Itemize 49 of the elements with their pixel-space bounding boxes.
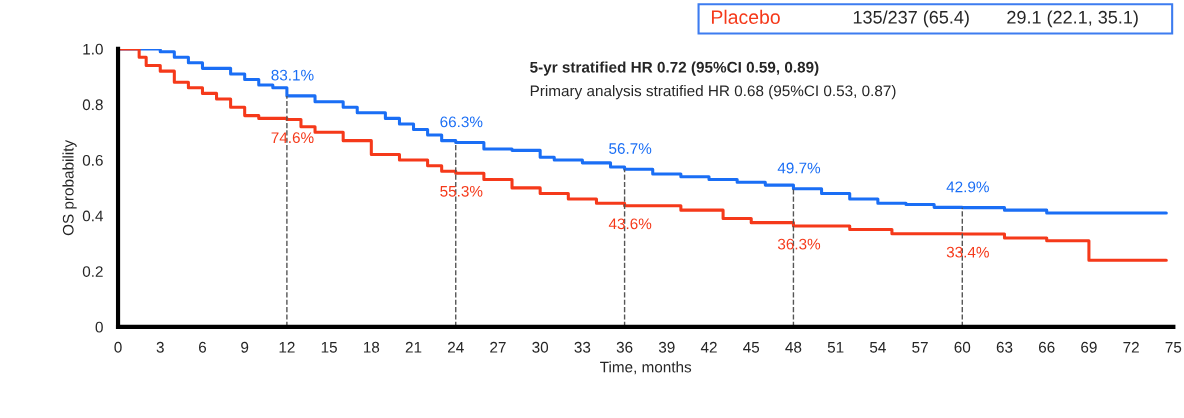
- x-tick-label: 36: [616, 341, 633, 353]
- annotation: 66.3%: [440, 116, 483, 128]
- y-tick-label: 0.8: [82, 99, 103, 111]
- x-tick-label: 24: [448, 341, 464, 353]
- x-tick-label: 66: [1038, 341, 1055, 353]
- annotation: 83.1%: [271, 69, 314, 81]
- annotation: 74.6%: [271, 132, 314, 144]
- x-tick-label: 30: [532, 341, 549, 353]
- y-axis-title: OS probability: [62, 139, 77, 236]
- y-tick-label: 0.4: [82, 210, 104, 222]
- x-tick-label: 72: [1123, 341, 1139, 353]
- x-tick-label: 60: [954, 341, 971, 353]
- x-tick-label: 21: [405, 341, 422, 353]
- annotation: 33.4%: [946, 246, 989, 258]
- x-tick-label: 69: [1081, 341, 1097, 353]
- y-tick-label: 0.6: [82, 154, 103, 166]
- x-tick-label: 12: [279, 341, 295, 353]
- y-tick-label: 0.2: [82, 266, 103, 277]
- x-tick-label: 54: [869, 342, 886, 353]
- x-tick-label: 9: [241, 341, 249, 353]
- annotation: 55.3%: [440, 185, 483, 197]
- x-tick-label: 39: [658, 341, 675, 353]
- annotation: 36.3%: [777, 238, 821, 250]
- x-tick-label: 48: [785, 341, 802, 353]
- annotation: 56.7%: [609, 143, 652, 154]
- x-axis-title: Time, months: [600, 361, 692, 375]
- annotation: 5-yr stratified HR 0.72 (95%CI 0.59, 0.89): [530, 61, 819, 76]
- x-tick-label: 63: [996, 341, 1013, 353]
- x-tick-label: 15: [321, 342, 337, 353]
- annotation: 42.9%: [946, 181, 989, 193]
- text: 135/237 (65.4): [853, 10, 969, 28]
- x-tick-label: 57: [912, 342, 928, 353]
- y-tick-label: 0: [95, 321, 103, 333]
- annotation: Primary analysis stratified HR 0.68 (95%CI 0.53, 0.87): [530, 85, 896, 100]
- x-tick-label: 33: [574, 341, 591, 353]
- y-tick-label: 1.0: [83, 43, 103, 55]
- x-tick-label: 27: [490, 341, 506, 353]
- text: Placebo: [712, 9, 780, 25]
- x-tick-label: 51: [827, 342, 844, 353]
- text: 29.1 (22.1, 35.1): [1007, 10, 1138, 28]
- x-tick-label: 75: [1165, 342, 1182, 353]
- annotation: 43.6%: [608, 218, 652, 230]
- x-tick-label: 3: [156, 341, 164, 353]
- annotation: 49.7%: [777, 162, 821, 174]
- x-tick-label: 6: [199, 341, 207, 353]
- x-tick-label: 18: [363, 341, 380, 353]
- x-tick-label: 42: [700, 341, 717, 353]
- x-tick-label: 0: [114, 341, 122, 353]
- x-tick-label: 45: [743, 342, 760, 353]
